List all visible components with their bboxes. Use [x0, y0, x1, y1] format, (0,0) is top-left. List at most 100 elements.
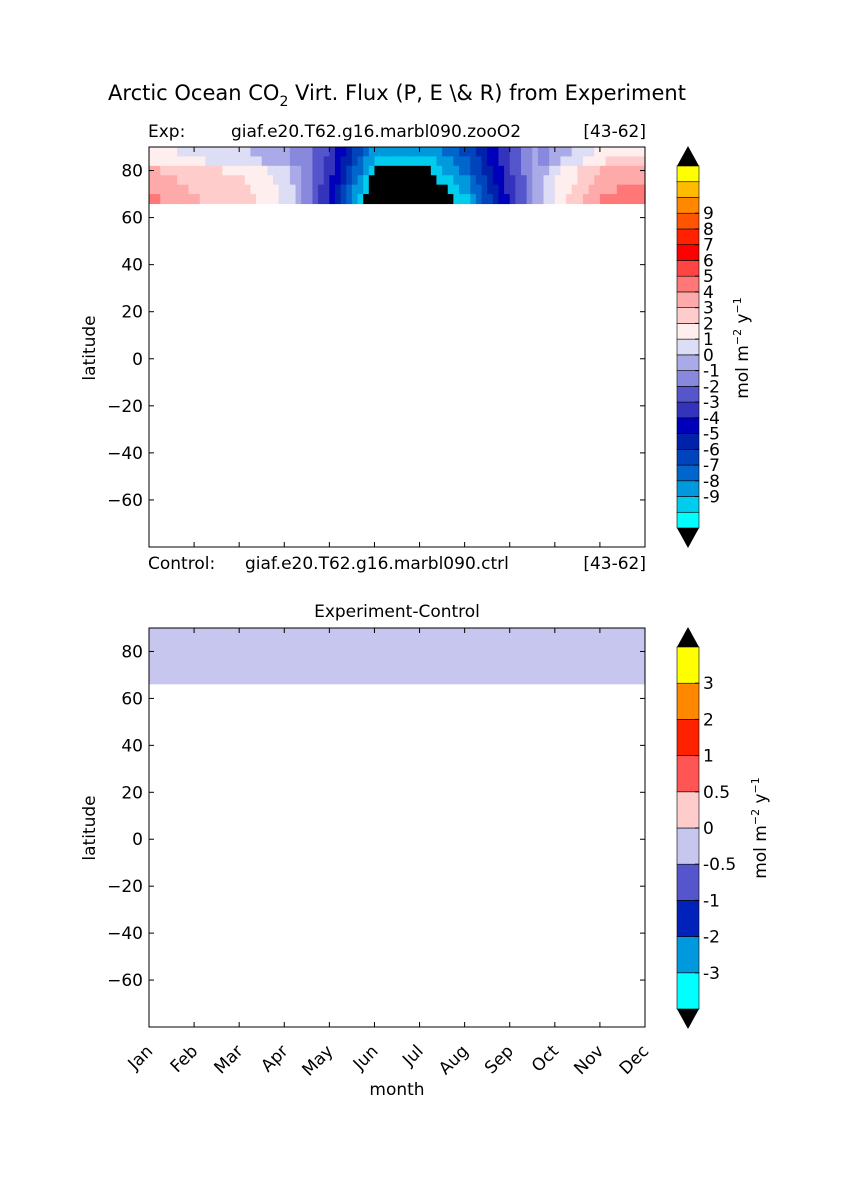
- heatmap-cell: [188, 194, 195, 205]
- heatmap-cell: [227, 165, 235, 176]
- heatmap-cell: [481, 147, 488, 158]
- colorbar-segment: [676, 244, 700, 261]
- heatmap-cell: [289, 184, 297, 195]
- heatmap-cell: [509, 175, 516, 186]
- heatmap-cell: [633, 175, 640, 186]
- heatmap-cell: [239, 156, 246, 167]
- heatmap-cell: [425, 184, 432, 195]
- heatmap-cell: [385, 184, 392, 195]
- bottom-colorbar: -3 -2 -1 -0.5 0 0.5 1 2 3 mol m−2 y−1: [676, 627, 771, 1029]
- heatmap-cell: [329, 175, 336, 186]
- heatmap-cell: [188, 165, 195, 176]
- heatmap-cell: [301, 184, 308, 195]
- heatmap-cell: [227, 147, 235, 158]
- heatmap-cell: [329, 147, 336, 158]
- heatmap-cell: [278, 184, 285, 195]
- heatmap-cell: [171, 175, 178, 186]
- colorbar-segment: [676, 370, 700, 387]
- x-tick-label: May: [298, 1041, 337, 1080]
- heatmap-cell: [239, 175, 246, 186]
- heatmap-cell: [442, 156, 449, 167]
- heatmap-cell: [295, 194, 302, 205]
- heatmap-cell: [419, 194, 426, 205]
- heatmap-cell: [289, 165, 297, 176]
- heatmap-cell: [154, 156, 161, 167]
- heatmap-cell: [199, 194, 206, 205]
- heatmap-cell: [616, 165, 624, 176]
- heatmap-cell: [583, 184, 590, 195]
- heatmap-cell: [171, 156, 178, 167]
- heatmap-cell: [149, 194, 156, 205]
- colorbar-tick-label: 3: [703, 674, 714, 694]
- x-tick-label: Jun: [349, 1041, 383, 1075]
- heatmap-cell: [543, 194, 550, 205]
- heatmap-cell: [599, 194, 607, 205]
- heatmap-cell: [227, 184, 235, 195]
- heatmap-cell: [340, 147, 347, 158]
- heatmap-cell: [165, 184, 173, 195]
- heatmap-cell: [216, 147, 223, 158]
- heatmap-cell: [306, 156, 314, 167]
- heatmap-cell: [470, 165, 477, 176]
- heatmap-cell: [295, 156, 302, 167]
- heatmap-cell: [436, 184, 443, 195]
- heatmap-cell: [475, 147, 483, 158]
- heatmap-cell: [532, 184, 539, 195]
- heatmap-cell: [160, 184, 167, 195]
- heatmap-cell: [464, 156, 471, 167]
- top-panel: Exp: giaf.e20.T62.g16.marbl090.zooO2 [43…: [80, 122, 646, 574]
- heatmap-cell: [583, 175, 590, 186]
- heatmap-cell: [402, 156, 409, 167]
- heatmap-cell: [149, 147, 156, 158]
- heatmap-cell: [177, 175, 184, 186]
- heatmap-cell: [160, 156, 167, 167]
- colorbar-segment: [676, 354, 700, 371]
- colorbar-tick-label: -3: [703, 393, 720, 413]
- heatmap-cell: [492, 184, 500, 195]
- heatmap-cell: [611, 175, 618, 186]
- heatmap-cell: [239, 147, 246, 158]
- heatmap-cell: [278, 156, 285, 167]
- heatmap-cell: [160, 175, 167, 186]
- heatmap-cell: [222, 156, 229, 167]
- heatmap-cell: [599, 175, 607, 186]
- heatmap-cell: [532, 156, 539, 167]
- heatmap-cell: [509, 165, 516, 176]
- y-tick-label: −60: [107, 491, 143, 511]
- heatmap-cell: [504, 175, 511, 186]
- colorbar-tick-label: -1: [703, 362, 720, 382]
- heatmap-cell: [244, 156, 252, 167]
- heatmap-cell: [447, 165, 454, 176]
- heatmap-cell: [566, 194, 573, 205]
- heatmap-cell: [498, 165, 505, 176]
- heatmap-cell: [470, 147, 477, 158]
- heatmap-cell: [639, 175, 646, 186]
- heatmap-cell: [425, 165, 432, 176]
- colorbar-segment: [676, 197, 700, 214]
- x-tick-label: Apr: [257, 1041, 292, 1076]
- heatmap-cell: [577, 175, 584, 186]
- heatmap-cell: [323, 165, 330, 176]
- heatmap-cell: [459, 175, 466, 186]
- heatmap-cell: [227, 175, 235, 186]
- heatmap-cell: [149, 156, 156, 167]
- heatmap-cell: [560, 175, 567, 186]
- colorbar-tick-label: 3: [703, 299, 714, 319]
- heatmap-cell: [312, 156, 319, 167]
- colorbar-segment: [676, 417, 700, 434]
- heatmap-cell: [475, 156, 483, 167]
- heatmap-cell: [182, 184, 190, 195]
- heatmap-cell: [380, 156, 387, 167]
- heatmap-cell: [182, 156, 190, 167]
- heatmap-cell: [616, 194, 624, 205]
- heatmap-cell: [566, 175, 573, 186]
- colorbar-tick-label: -8: [703, 472, 720, 492]
- x-tick-label: Aug: [435, 1041, 473, 1079]
- heatmap-cell: [194, 147, 201, 158]
- ctrl-name: giaf.e20.T62.g16.marbl090.ctrl: [245, 554, 509, 574]
- heatmap-cell: [171, 184, 178, 195]
- heatmap-cell: [233, 147, 240, 158]
- heatmap-cell: [346, 184, 353, 195]
- heatmap-cell: [261, 184, 268, 195]
